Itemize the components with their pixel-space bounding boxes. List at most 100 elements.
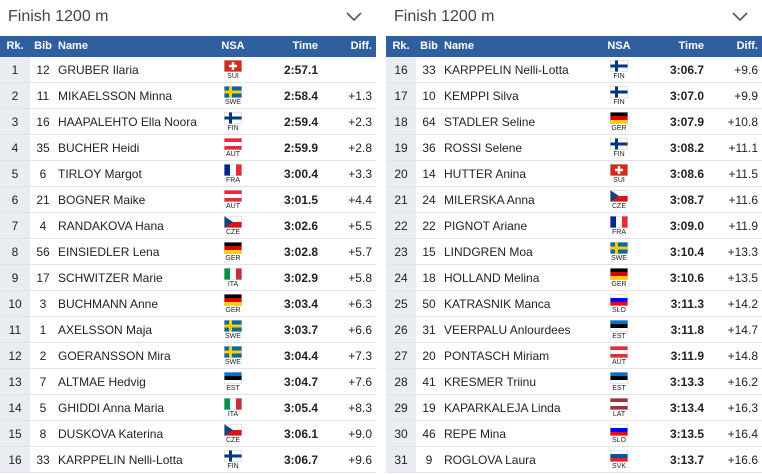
rank-cell-bg: [0, 395, 30, 420]
time: 3:13.4: [669, 401, 704, 415]
time: 3:03.7: [283, 323, 318, 337]
flag: [610, 346, 628, 358]
time: 3:06.7: [669, 63, 704, 77]
bib: 9: [425, 453, 433, 467]
column-header: Diff.: [350, 40, 372, 52]
athlete-name: DUSKOVA Katerina: [58, 427, 164, 441]
bib: 22: [422, 219, 436, 233]
rank-cell-bg: [0, 83, 30, 108]
diff: +13.3: [727, 245, 758, 259]
athlete-name: PONTASCH Miriam: [444, 349, 550, 363]
nsa-code: SVK: [611, 463, 626, 470]
flag: [224, 346, 242, 358]
time: 3:10.6: [669, 271, 704, 285]
flag: [610, 112, 628, 124]
rank: 4: [11, 141, 19, 155]
bib: 18: [422, 271, 436, 285]
diff: +11.9: [728, 219, 758, 233]
bib: 31: [422, 323, 436, 337]
flag: [224, 372, 242, 384]
rank-cell-bg: [0, 57, 30, 82]
rank: 6: [11, 193, 19, 207]
rank: 16: [8, 453, 22, 467]
diff: +9.6: [734, 63, 758, 77]
result-row: 16 33 KARPPELIN Nelli-Lotta FIN 3:06.7 +9.6: [386, 57, 762, 83]
athlete-name: KARPPELIN Nelli-Lotta: [444, 63, 569, 77]
rank: 22: [394, 219, 408, 233]
result-row: 16 33 KARPPELIN Nelli-Lotta FIN 3:06.7 +9.6: [0, 447, 376, 473]
rank-cell-bg: [0, 213, 30, 238]
rank: 28: [394, 375, 408, 389]
time: 2:57.1: [283, 63, 318, 77]
flag: [610, 294, 628, 306]
panel: Finish 1200 m Rk. Bib Name NSA Time Diff. 1 12 GR…: [0, 0, 376, 474]
diff: +6.3: [348, 297, 372, 311]
nsa-code: AUT: [226, 151, 240, 158]
dropdown-chevron[interactable]: [732, 12, 748, 22]
time: 3:02.6: [283, 219, 318, 233]
athlete-name: TIRLOY Margot: [58, 167, 142, 181]
time: 3:05.4: [283, 401, 318, 415]
result-row: 9 17 SCHWITZER Marie ITA 3:02.9 +5.8: [0, 265, 376, 291]
flag: [610, 372, 628, 384]
flag: [224, 112, 242, 124]
nsa-code: AUT: [226, 203, 240, 210]
diff: +9.6: [348, 453, 372, 467]
table-header: Rk. Bib Name NSA Time Diff.: [386, 36, 762, 57]
nsa-code: EST: [612, 385, 626, 392]
rank-cell-bg: [386, 83, 416, 108]
bib: 6: [39, 167, 47, 181]
rank: 25: [394, 297, 408, 311]
diff: +11.6: [728, 193, 758, 207]
flag: [610, 190, 628, 202]
time: 2:58.4: [283, 89, 318, 103]
athlete-name: LINDGREN Moa: [444, 245, 533, 259]
time: 3:02.9: [283, 271, 318, 285]
diff: +16.4: [727, 427, 758, 441]
diff: +14.7: [727, 323, 758, 337]
bib: 2: [39, 349, 47, 363]
rank-cell-bg: [0, 161, 30, 186]
rank: 12: [8, 349, 22, 363]
bib: 7: [39, 375, 47, 389]
result-row: 5 6 TIRLOY Margot FRA 3:00.4 +3.3: [0, 161, 376, 187]
bib: 14: [422, 167, 436, 181]
rank-cell-bg: [386, 421, 416, 446]
diff: +10.8: [727, 115, 758, 129]
nsa-code: FIN: [613, 99, 625, 106]
rank-cell-bg: [386, 239, 416, 264]
panel-title: Finish 1200 m: [394, 8, 495, 25]
diff: +14.2: [727, 297, 758, 311]
time: 3:06.7: [283, 453, 318, 467]
athlete-name: PIGNOT Ariane: [444, 219, 528, 233]
bib: 11: [36, 89, 50, 103]
rank-cell-bg: [386, 109, 416, 134]
athlete-name: KAPARKALEJA Linda: [444, 401, 561, 415]
rank-cell-bg: [0, 317, 30, 342]
column-header: Bib: [420, 40, 438, 52]
result-row: 29 19 KAPARKALEJA Linda LAT 3:13.4 +16.3: [386, 395, 762, 421]
nsa-code: CZE: [226, 437, 240, 444]
nsa-code: GER: [611, 125, 627, 132]
nsa-code: SUI: [613, 177, 625, 184]
rank-cell-bg: [0, 109, 30, 134]
flag: [610, 86, 628, 98]
flag: [610, 424, 628, 436]
bib: 33: [422, 63, 436, 77]
diff: +5.5: [348, 219, 372, 233]
time: 3:11.3: [670, 297, 704, 311]
time: 3:04.7: [283, 375, 318, 389]
result-row: 23 15 LINDGREN Moa SWE 3:10.4 +13.3: [386, 239, 762, 265]
result-row: 3 16 HAAPALEHTO Ella Noora FIN 2:59.4 +2.3: [0, 109, 376, 135]
time: 3:00.4: [283, 167, 318, 181]
rank-cell-bg: [386, 395, 416, 420]
athlete-name: KARPPELIN Nelli-Lotta: [58, 453, 183, 467]
athlete-name: KEMPPI Silva: [444, 89, 519, 103]
rank: 17: [394, 89, 408, 103]
dropdown-chevron[interactable]: [346, 12, 362, 22]
rank-cell-bg: [386, 57, 416, 82]
flag: [224, 242, 242, 254]
nsa-code: FIN: [227, 463, 239, 470]
rank: 13: [8, 375, 22, 389]
